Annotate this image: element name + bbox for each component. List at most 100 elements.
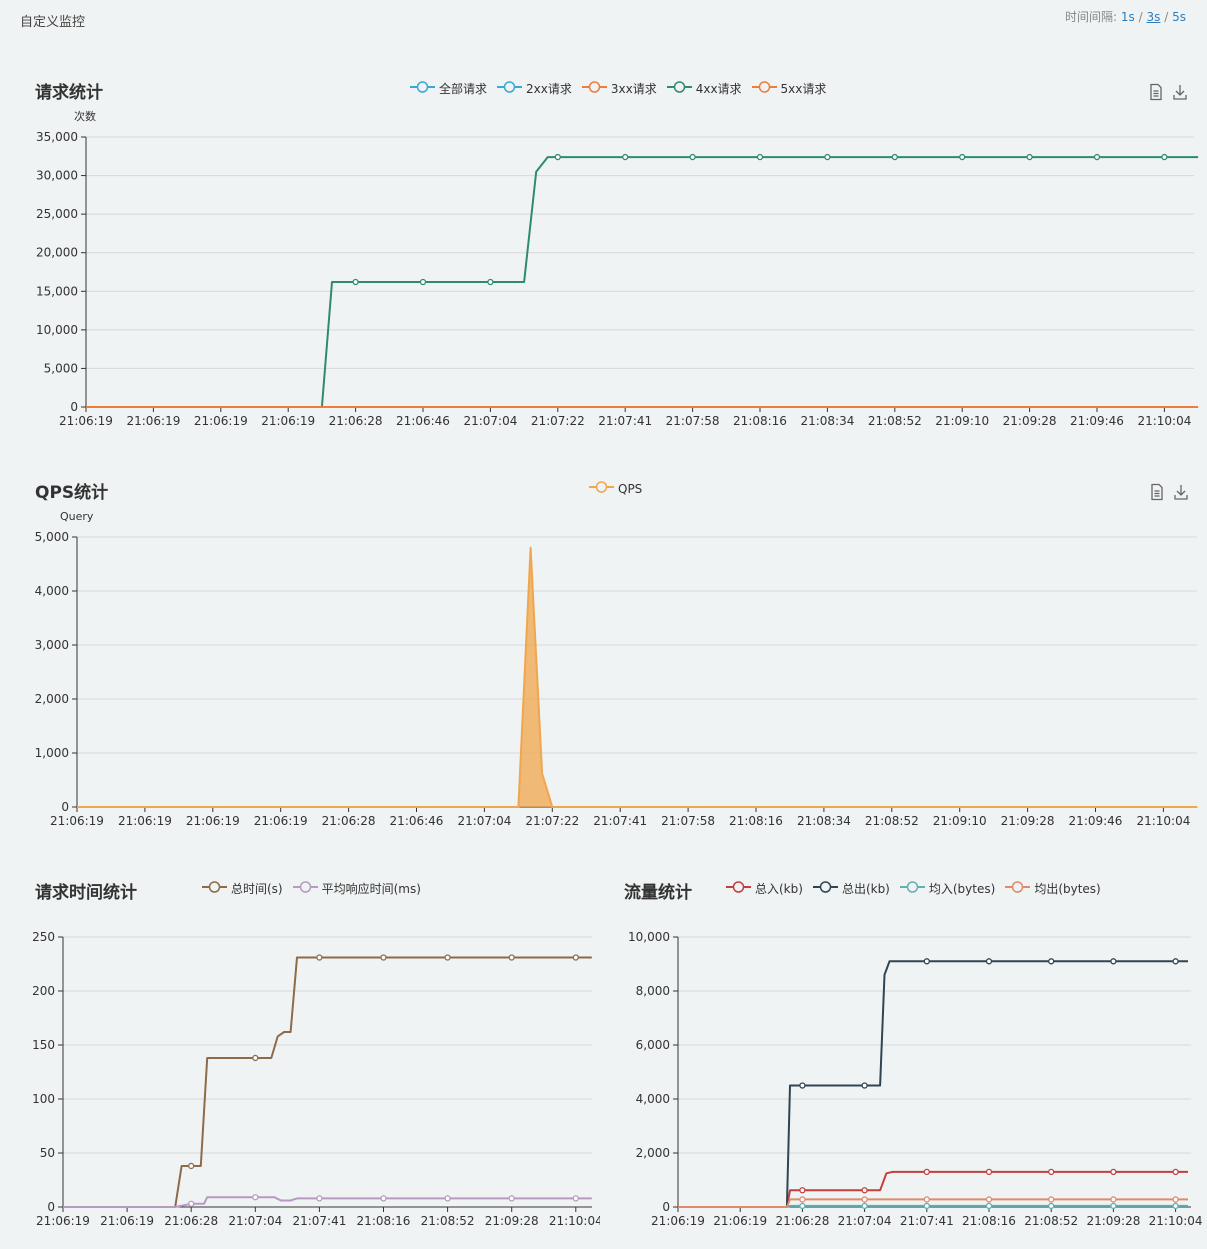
data-point[interactable]	[756, 153, 764, 161]
data-point[interactable]	[861, 1196, 868, 1203]
y-tick-label: 0	[70, 400, 78, 414]
interval-option-5s[interactable]: 5s	[1172, 10, 1186, 24]
legend-marker-icon	[812, 880, 842, 897]
traffic-chart-panel: 流量统计 总入(kb) 总出(kb) 均入(bytes) 均出(bytes) 0…	[600, 860, 1207, 1249]
data-point[interactable]	[923, 958, 930, 965]
data-point[interactable]	[1048, 1202, 1055, 1210]
data-point[interactable]	[1110, 958, 1117, 965]
data-point[interactable]	[861, 1202, 868, 1210]
data-point[interactable]	[444, 1195, 451, 1202]
download-icon[interactable]	[1172, 83, 1190, 101]
data-point[interactable]	[923, 1196, 930, 1203]
legend-item-4xx-requests[interactable]: 4xx请求	[666, 80, 742, 97]
y-tick-label: 0	[61, 800, 69, 814]
data-point[interactable]	[352, 278, 359, 286]
data-point[interactable]	[799, 1202, 806, 1210]
x-tick-label: 21:07:41	[292, 1214, 346, 1228]
data-point[interactable]	[923, 1202, 930, 1210]
interval-option-1s[interactable]: 1s	[1120, 10, 1135, 24]
data-point[interactable]	[252, 1054, 259, 1062]
data-point[interactable]	[572, 954, 579, 961]
data-point[interactable]	[508, 954, 515, 961]
legend-item-avg-in[interactable]: 均入(bytes)	[899, 880, 995, 897]
data-point[interactable]	[985, 958, 993, 965]
legend-item-5xx-requests[interactable]: 5xx请求	[751, 80, 826, 97]
legend-item-all-requests[interactable]: 全部请求	[410, 80, 487, 97]
data-point[interactable]	[1172, 1202, 1179, 1210]
y-tick-label: 2,000	[35, 692, 69, 706]
data-point[interactable]	[508, 1195, 515, 1202]
y-tick-label: 5,000	[35, 530, 69, 544]
data-point[interactable]	[554, 153, 561, 161]
chart-title: 流量统计	[624, 883, 692, 903]
download-icon[interactable]	[1173, 483, 1191, 501]
x-tick-label: 21:09:46	[1069, 814, 1123, 828]
data-point[interactable]	[1110, 1196, 1117, 1203]
data-point[interactable]	[188, 1200, 195, 1207]
legend-item-total-in[interactable]: 总入(kb)	[726, 880, 803, 897]
data-point[interactable]	[419, 278, 427, 286]
legend-item-avg-out[interactable]: 均出(bytes)	[1005, 880, 1101, 897]
data-point[interactable]	[959, 153, 966, 161]
data-point[interactable]	[1026, 153, 1033, 161]
data-point[interactable]	[380, 954, 387, 961]
legend-item-qps[interactable]: QPS	[589, 480, 642, 497]
data-point[interactable]	[316, 954, 323, 961]
series-line	[678, 960, 1188, 1208]
data-point[interactable]	[799, 1196, 806, 1203]
data-point[interactable]	[444, 954, 451, 961]
y-tick-label: 1,000	[35, 746, 69, 760]
data-point[interactable]	[1110, 1168, 1117, 1176]
data-point[interactable]	[252, 1194, 259, 1201]
x-tick-label: 21:09:28	[485, 1214, 539, 1228]
legend-item-total-time[interactable]: 总时间(s)	[202, 880, 283, 897]
y-tick-label: 15,000	[36, 284, 78, 298]
data-point[interactable]	[1110, 1202, 1117, 1210]
data-point[interactable]	[689, 153, 696, 161]
data-view-icon[interactable]	[1149, 483, 1167, 501]
data-point[interactable]	[799, 1187, 806, 1194]
x-tick-label: 21:09:28	[1003, 414, 1057, 428]
x-tick-label: 21:09:10	[933, 814, 987, 828]
data-point[interactable]	[799, 1082, 806, 1089]
legend-item-avg-response-time[interactable]: 平均响应时间(ms)	[292, 880, 421, 897]
data-point[interactable]	[985, 1168, 993, 1176]
y-tick-label: 150	[32, 1038, 55, 1052]
data-point[interactable]	[487, 278, 494, 286]
data-point[interactable]	[891, 153, 898, 161]
y-tick-label: 25,000	[36, 207, 78, 221]
data-view-icon[interactable]	[1148, 83, 1166, 101]
data-point[interactable]	[985, 1196, 993, 1203]
data-point[interactable]	[923, 1168, 930, 1176]
data-point[interactable]	[1093, 153, 1101, 161]
legend-label: 4xx请求	[695, 82, 742, 96]
data-point[interactable]	[1172, 1168, 1179, 1176]
legend-item-3xx-requests[interactable]: 3xx请求	[581, 80, 657, 97]
data-point[interactable]	[572, 1195, 579, 1202]
y-tick-label: 10,000	[36, 323, 78, 337]
legend-item-total-out[interactable]: 总出(kb)	[812, 880, 890, 897]
data-point[interactable]	[622, 153, 629, 161]
data-point[interactable]	[188, 1162, 195, 1170]
data-point[interactable]	[1048, 1168, 1055, 1176]
data-point[interactable]	[1172, 958, 1179, 965]
data-point[interactable]	[1048, 958, 1055, 965]
interval-option-3s[interactable]: 3s	[1146, 10, 1161, 24]
data-point[interactable]	[861, 1082, 868, 1089]
data-point[interactable]	[1172, 1196, 1179, 1203]
y-tick-label: 8,000	[636, 984, 670, 998]
x-tick-label: 21:09:46	[1070, 414, 1124, 428]
legend-item-2xx-requests[interactable]: 2xx请求	[497, 80, 572, 97]
data-point[interactable]	[380, 1195, 387, 1202]
requests-plot: 0 5,000 10,000 15,000 20,000 25,000 30,000 35,0…	[36, 109, 1199, 428]
data-point[interactable]	[861, 1187, 868, 1194]
series-line	[678, 1170, 1188, 1208]
data-point[interactable]	[985, 1202, 993, 1210]
chart-title: QPS统计	[35, 483, 109, 503]
data-point[interactable]	[824, 153, 831, 161]
chart-title: 请求时间统计	[35, 883, 137, 903]
legend-label: 平均响应时间(ms)	[321, 882, 421, 896]
data-point[interactable]	[1161, 153, 1168, 161]
data-point[interactable]	[316, 1195, 323, 1202]
data-point[interactable]	[1048, 1196, 1055, 1203]
